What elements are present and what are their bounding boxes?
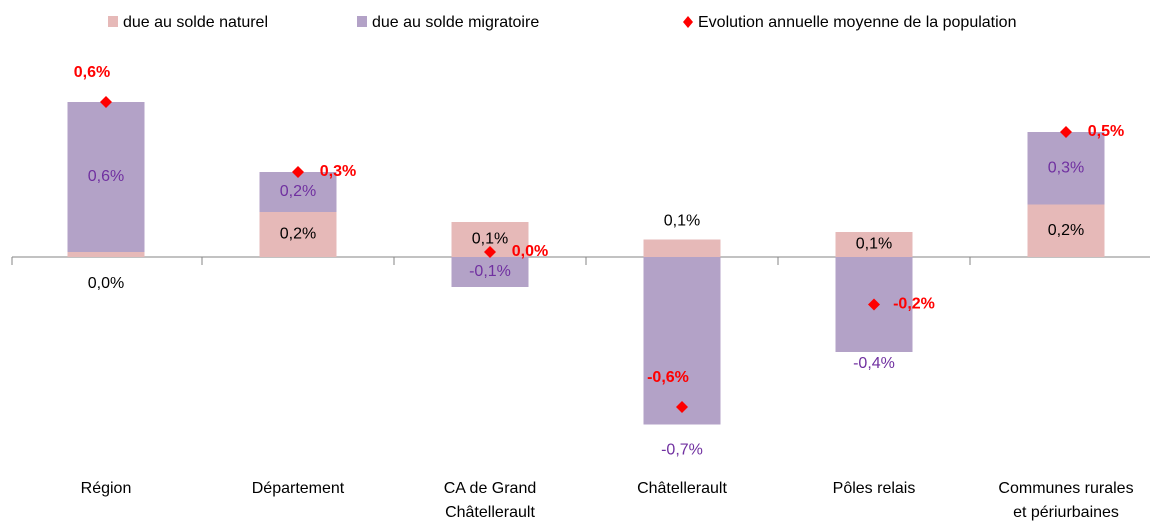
marker: [1060, 126, 1072, 138]
value-label: 0,3%: [1048, 159, 1084, 176]
value-label: 0,2%: [280, 183, 316, 200]
value-label: 0,1%: [664, 213, 700, 230]
legend-swatch: [108, 16, 118, 27]
value-label: 0,0%: [88, 275, 124, 292]
value-label: -0,4%: [853, 355, 895, 372]
marker: [100, 96, 112, 108]
legend-swatch: [357, 16, 367, 27]
value-label: 0,1%: [472, 231, 508, 248]
value-label: 0,1%: [856, 236, 892, 253]
total-label: 0,6%: [74, 64, 110, 81]
x-tick-label: Châtellerault: [637, 480, 727, 497]
bar-segment: [67, 252, 145, 257]
bar-segment: [1027, 204, 1105, 257]
x-tick-label: Département: [252, 480, 345, 497]
bar-segment: [451, 257, 529, 287]
value-label: 0,2%: [1048, 222, 1084, 239]
bar-segment: [1027, 132, 1105, 205]
bar-segment: [835, 232, 913, 257]
bar-segment: [259, 172, 337, 212]
total-label: 0,3%: [320, 163, 356, 180]
marker: [484, 246, 496, 258]
bar-segment: [643, 257, 721, 425]
value-label: 0,2%: [280, 226, 316, 243]
x-tick-label: Pôles relais: [833, 480, 916, 497]
bar-segment: [67, 102, 145, 252]
marker: [868, 298, 880, 311]
marker: [292, 166, 304, 178]
total-label: 0,5%: [1088, 123, 1124, 140]
legend-label: due au solde migratoire: [372, 14, 539, 31]
bar-segment: [259, 212, 337, 257]
bar-segment: [643, 239, 721, 257]
total-label: 0,0%: [512, 243, 548, 260]
x-tick-label: et périurbaines: [1013, 504, 1119, 521]
total-label: -0,2%: [893, 296, 935, 313]
x-tick-label: Région: [81, 480, 132, 497]
legend-label: due au solde naturel: [123, 14, 268, 31]
legend-label: Evolution annuelle moyenne de la populat…: [698, 14, 1016, 31]
marker: [676, 401, 688, 413]
x-tick-label: CA de Grand: [444, 480, 537, 497]
value-label: -0,7%: [661, 442, 703, 459]
value-label: -0,1%: [469, 263, 511, 280]
value-label: 0,6%: [88, 168, 124, 185]
total-label: -0,6%: [647, 369, 689, 386]
legend-marker: [683, 16, 693, 28]
x-tick-label: Communes rurales: [998, 480, 1133, 497]
x-tick-label: Châtellerault: [445, 504, 535, 521]
